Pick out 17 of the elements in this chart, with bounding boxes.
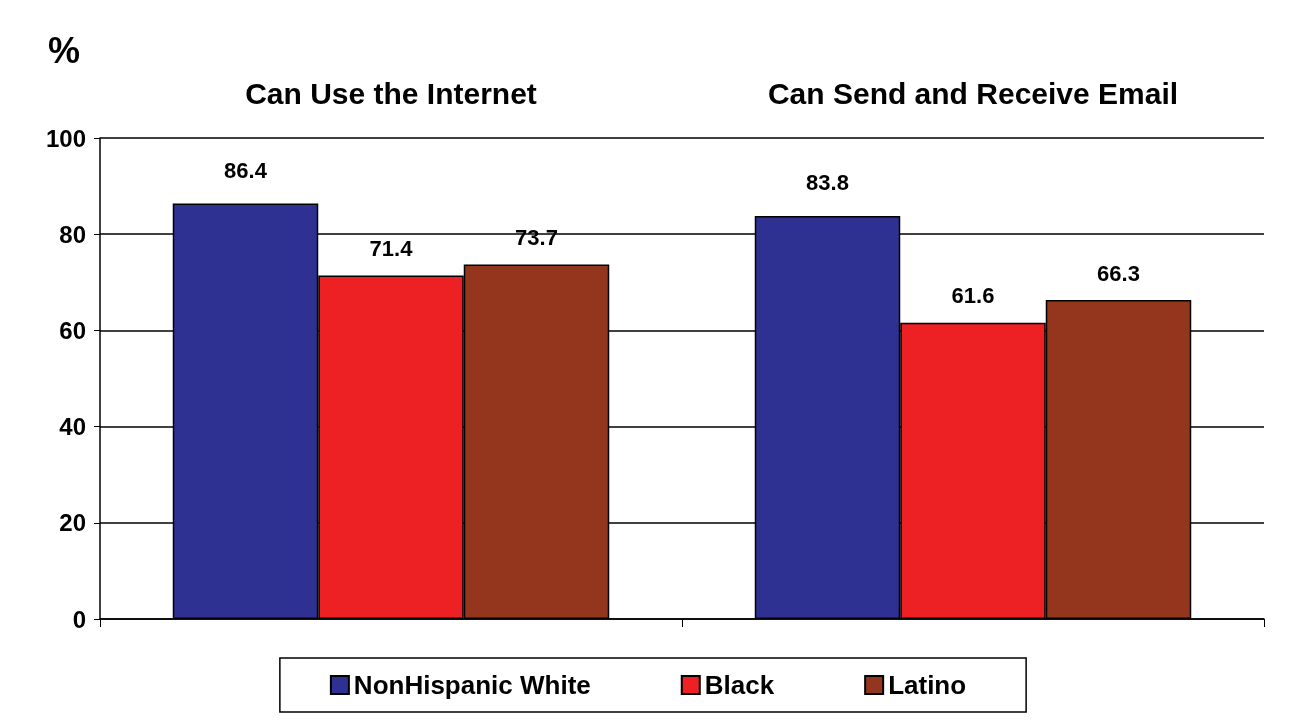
legend-label: NonHispanic White	[353, 670, 591, 700]
x-tick-label: Can Send and Receive Email	[767, 76, 1179, 110]
data-label: 61.6	[951, 283, 995, 309]
y-tick-label: 40	[59, 413, 86, 441]
y-tick-label: 60	[59, 316, 86, 344]
y-tick-label: 20	[59, 509, 86, 537]
y-tick-label: 80	[59, 220, 86, 248]
data-label: 86.4	[224, 157, 268, 183]
legend-label: Black	[704, 670, 775, 700]
y-tick-label: 0	[72, 605, 86, 633]
y-tick-label: 100	[45, 124, 86, 152]
data-label: 71.4	[369, 236, 414, 262]
y-axis-title: %	[47, 29, 80, 71]
x-tick-label: Can Use the Internet	[245, 76, 537, 110]
data-label: 83.8	[806, 170, 849, 196]
legend-label: Latino	[888, 670, 967, 700]
data-label: 66.3	[1097, 260, 1140, 286]
